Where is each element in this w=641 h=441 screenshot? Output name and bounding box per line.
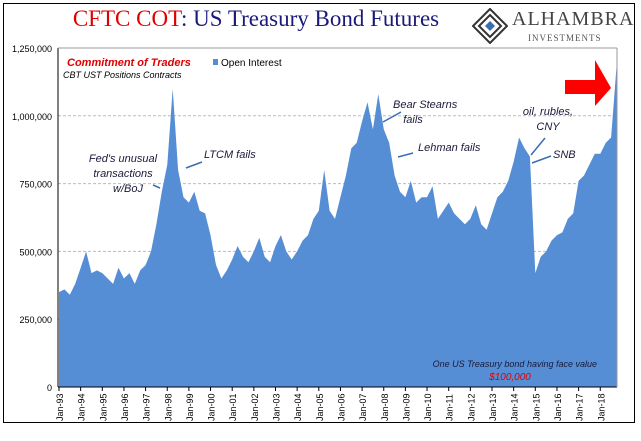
- y-tick-label: 750,000: [19, 180, 52, 190]
- legend-label: Open Interest: [221, 58, 282, 69]
- y-tick-label: 1,250,000: [12, 44, 52, 54]
- y-tick-label: 0: [47, 383, 52, 393]
- x-tick-label: Jan-03: [272, 393, 282, 421]
- title-rest: : US Treasury Bond Futures: [180, 6, 440, 31]
- x-tick-label: Jan-05: [315, 393, 325, 421]
- x-tick-label: Jan-94: [77, 393, 87, 421]
- x-tick-label: Jan-17: [575, 393, 585, 421]
- arrow-lehman: [397, 152, 414, 158]
- annotation-note: One US Treasury bond having face value: [433, 359, 597, 369]
- annotation-ltcm: LTCM fails: [204, 149, 256, 161]
- x-tick-label: Jan-08: [380, 393, 390, 421]
- x-tick-label: Jan-97: [142, 393, 152, 421]
- x-tick-label: Jan-02: [250, 393, 260, 421]
- annotation-bear-1: Bear Stearns: [393, 99, 458, 111]
- annotation-lehman: Lehman fails: [418, 142, 481, 154]
- red-arrow-icon: [565, 60, 611, 106]
- annotation-heading: Commitment of Traders: [67, 57, 191, 69]
- x-tick-label: Jan-99: [185, 393, 195, 421]
- x-tick-label: Jan-10: [423, 393, 433, 421]
- x-tick-label: Jan-98: [163, 393, 173, 421]
- x-tick-label: Jan-00: [207, 393, 217, 421]
- x-tick-label: Jan-01: [228, 393, 238, 421]
- annotation-oil-1: oil, rubles,: [523, 106, 573, 118]
- x-tick-label: Jan-18: [596, 393, 606, 421]
- alhambra-logo: ALHAMBRA INVESTMENTS: [472, 6, 637, 46]
- arrow-oil: [530, 137, 546, 156]
- x-tick-label: Jan-13: [488, 393, 498, 421]
- y-tick-label: 1,000,000: [12, 112, 52, 122]
- logo-diamond-icon: [472, 8, 508, 44]
- annotation-fed-2: transactions: [93, 168, 153, 180]
- logo-sub: INVESTMENTS: [528, 33, 602, 43]
- x-tick-label: Jan-11: [445, 394, 455, 421]
- x-tick-label: Jan-15: [531, 393, 541, 421]
- arrow-snb: [531, 155, 552, 164]
- x-tick-label: Jan-14: [510, 393, 520, 421]
- open-interest-area: [59, 67, 617, 387]
- x-tick-label: Jan-93: [55, 393, 65, 421]
- x-tick-label: Jan-04: [293, 393, 303, 421]
- chart-border: [3, 3, 635, 423]
- x-tick-label: Jan-96: [120, 393, 130, 421]
- annotation-oil-2: CNY: [536, 121, 560, 133]
- annotation-note-value: $100,000: [488, 372, 531, 383]
- annotation-subheading: CBT UST Positions Contracts: [63, 70, 182, 80]
- x-tick-label: Jan-12: [466, 393, 476, 421]
- annotation-bear-2: fails: [403, 114, 423, 126]
- x-tick-label: Jan-16: [553, 393, 563, 421]
- arrow-fed: [152, 184, 161, 189]
- y-tick-label: 500,000: [19, 247, 52, 257]
- x-tick-label: Jan-95: [98, 393, 108, 421]
- annotation-snb: SNB: [553, 149, 576, 161]
- x-tick-label: Jan-06: [336, 393, 346, 421]
- legend-swatch: [213, 59, 218, 65]
- arrow-bear: [382, 111, 402, 123]
- x-tick-label: Jan-07: [358, 393, 368, 421]
- logo-name: ALHAMBRA: [512, 8, 635, 30]
- annotation-fed-3: w/BoJ: [113, 183, 143, 195]
- annotation-fed-1: Fed's unusual: [89, 153, 158, 165]
- title-red: CFTC COT: [72, 6, 181, 31]
- y-tick-label: 250,000: [19, 315, 52, 325]
- chart-title: CFTC COT: US Treasury Bond Futures: [0, 6, 512, 32]
- arrow-ltcm: [185, 161, 203, 169]
- x-tick-label: Jan-09: [401, 393, 411, 421]
